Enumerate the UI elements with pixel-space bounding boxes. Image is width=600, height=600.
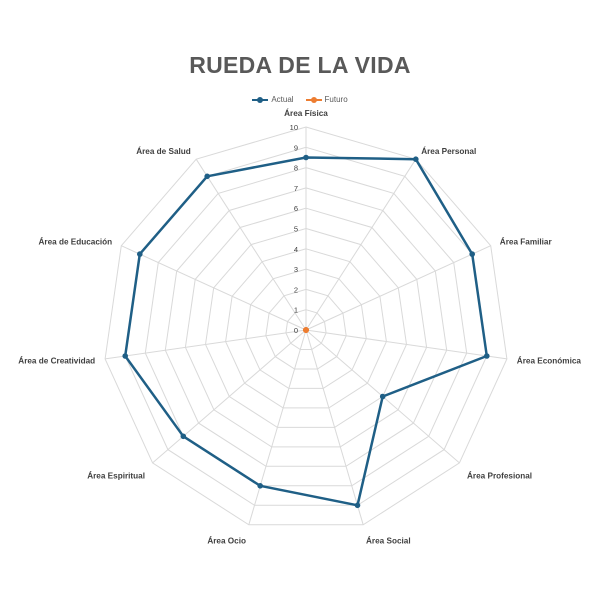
spoke-1	[305, 158, 417, 331]
chart-title: RUEDA DE LA VIDA	[189, 52, 411, 78]
tick-label-3: 3	[294, 265, 298, 274]
tick-label-7: 7	[294, 184, 298, 193]
legend-item-futuro: Futuro	[305, 95, 348, 104]
data-point-actual-5	[354, 502, 361, 509]
legend-swatch-actual	[252, 96, 269, 104]
spoke-3	[305, 329, 507, 360]
axis-label-5: Área Social	[366, 535, 411, 545]
grid-ring-6	[184, 207, 428, 448]
grid-ring-1	[285, 309, 327, 350]
series-layer	[122, 154, 490, 509]
grid-ring-2	[265, 288, 347, 370]
grid-ring-3	[245, 268, 367, 389]
data-point-actual-10	[204, 173, 210, 180]
spoke-7	[152, 329, 307, 464]
data-point-actual-1	[413, 156, 419, 162]
tick-layer: 0 1 2 3 4 5 6 7 8 9 10	[290, 123, 298, 335]
axis-label-1: Área Personal	[421, 146, 476, 156]
axis-label-layer: Área Física Área Personal Área Familiar Áre…	[18, 108, 581, 545]
axis-label-9: Área de Educación	[38, 237, 112, 247]
axis-label-10: Área de Salud	[136, 146, 191, 156]
grid-ring-7	[164, 187, 448, 467]
data-point-actual-3	[484, 353, 490, 359]
tick-label-10: 10	[290, 123, 298, 132]
spoke-6	[248, 329, 307, 525]
data-point-futuro-10	[303, 327, 309, 333]
series-actual	[122, 154, 490, 509]
legend: Actual Futuro	[0, 95, 600, 104]
spoke-2	[305, 245, 491, 331]
grid-ring-4	[225, 248, 387, 409]
tick-label-2: 2	[294, 285, 298, 294]
spoke-9	[121, 245, 307, 331]
tick-label-4: 4	[294, 245, 298, 254]
axis-label-0: Área Física	[284, 108, 328, 118]
spoke-5	[305, 329, 364, 525]
data-point-actual-8	[122, 353, 128, 359]
series-futuro	[303, 327, 309, 333]
tick-label-0: 0	[294, 326, 298, 335]
series-line-actual	[123, 156, 489, 507]
spoke-10	[195, 158, 307, 331]
grid-ring-5	[204, 227, 408, 428]
data-point-actual-6	[257, 483, 264, 489]
data-point-actual-9	[137, 251, 143, 257]
axis-label-2: Área Familiar	[500, 237, 553, 247]
tick-label-5: 5	[294, 225, 298, 234]
axis-label-3: Área Económica	[517, 355, 582, 365]
axis-label-6: Área Ocio	[207, 535, 246, 545]
legend-item-actual: Actual	[252, 95, 294, 104]
axis-label-7: Área Espiritual	[87, 471, 145, 481]
spoke-8	[105, 329, 307, 360]
axis-label-4: Área Profesional	[467, 471, 532, 481]
legend-label-actual: Actual	[271, 95, 294, 104]
data-point-actual-4	[379, 393, 386, 400]
tick-label-8: 8	[294, 164, 298, 173]
grid-ring-8	[144, 167, 468, 487]
axis-label-8: Área de Creatividad	[18, 355, 95, 365]
data-point-actual-0	[303, 154, 309, 161]
grid-layer	[104, 126, 508, 526]
legend-swatch-futuro	[305, 96, 322, 104]
data-point-actual-2	[469, 251, 476, 257]
data-point-actual-7	[180, 433, 187, 440]
tick-label-6: 6	[294, 204, 298, 213]
tick-label-9: 9	[294, 143, 298, 152]
grid-ring-10	[104, 126, 508, 526]
legend-label-futuro: Futuro	[324, 95, 348, 104]
tick-label-1: 1	[294, 306, 298, 315]
